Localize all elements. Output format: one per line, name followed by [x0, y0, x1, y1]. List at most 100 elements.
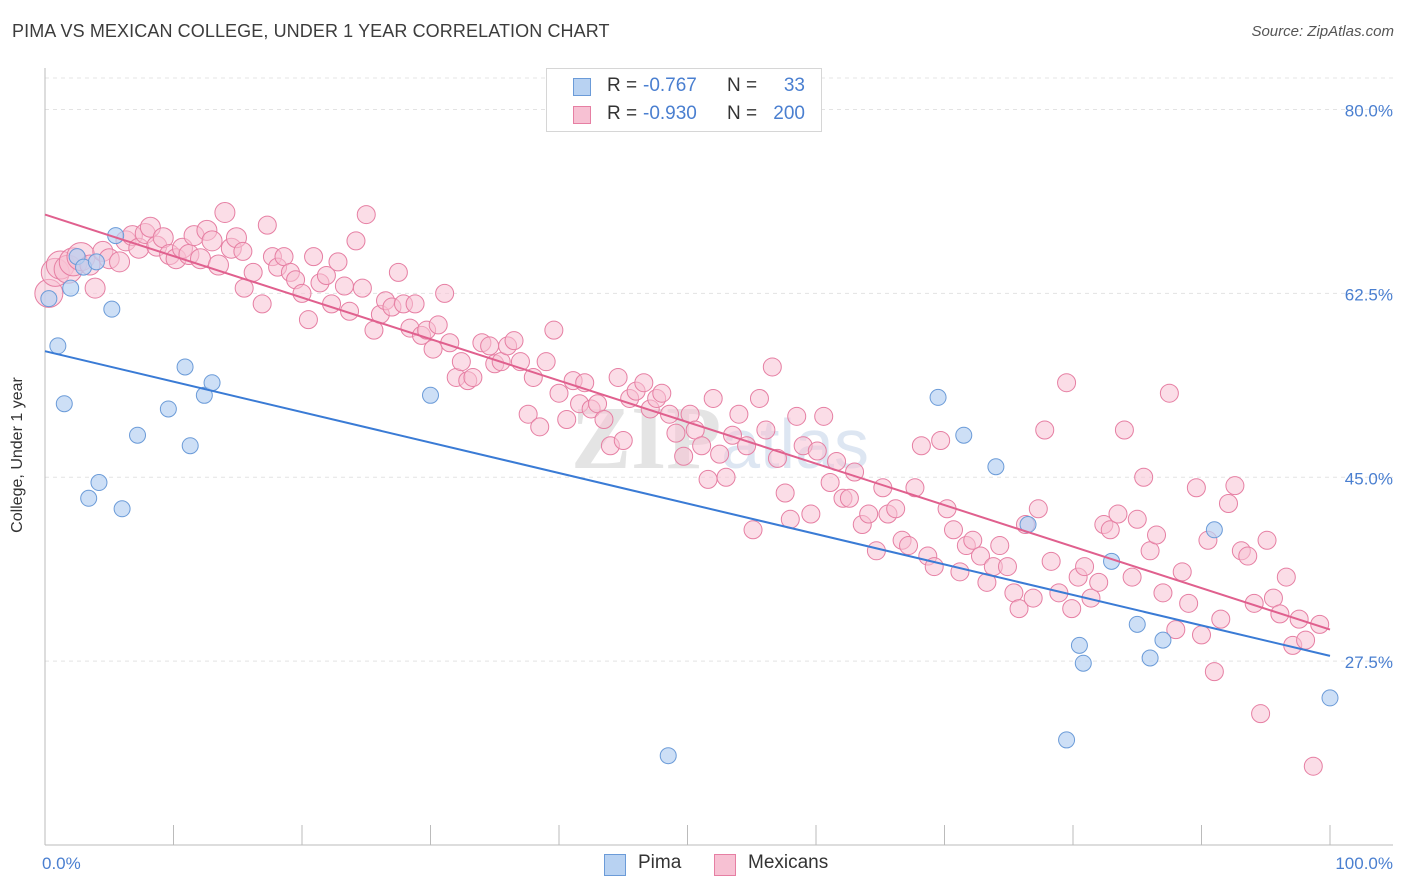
mexicans-point [801, 504, 821, 524]
mexicans-point [839, 488, 859, 508]
mexicans-point [1028, 499, 1048, 519]
mexicans-point [970, 546, 990, 566]
mexicans-point [722, 425, 742, 445]
mexicans-point [1075, 557, 1095, 577]
mexicans-point [924, 557, 944, 577]
mexicans-point [292, 283, 312, 303]
pima-legend-label: Pima [638, 852, 682, 873]
legend-row-mexicans: R = -0.930 N = 200 [547, 101, 821, 129]
mexicans-point [905, 478, 925, 498]
mexicans-point [943, 520, 963, 540]
pima-point [195, 386, 213, 404]
mexicans-point [1108, 504, 1128, 524]
pima-point [113, 500, 131, 518]
mexicans-point [1257, 530, 1277, 550]
mexicans-point [1009, 599, 1029, 619]
mexicans-point [388, 262, 408, 282]
mexicans-point [1114, 420, 1134, 440]
mexicans-point [304, 247, 324, 267]
mexicans-point [298, 310, 318, 330]
mexicans-point [1303, 756, 1323, 776]
pima-legend-swatch [604, 854, 626, 876]
mexicans-point [787, 406, 807, 426]
mexicans-n-label: N = [727, 103, 758, 124]
mexicans-point [1122, 567, 1142, 587]
stats-legend: R = -0.767 N = 33 R = -0.930 N = 200 [546, 68, 822, 132]
tick-labels: 27.5% 45.0% 62.5% 80.0% 0.0% 100.0% [42, 102, 1393, 873]
pima-point [203, 374, 221, 392]
mexicans-r-label: R = [607, 103, 638, 124]
mexicans-point [84, 277, 106, 299]
mexicans-point [257, 215, 277, 235]
mexicans-point [544, 320, 564, 340]
mexicans-point [911, 436, 931, 456]
mexicans-point [340, 301, 360, 321]
mexicans-point [807, 441, 827, 461]
mexicans-point [634, 373, 654, 393]
mexicans-point [990, 536, 1010, 556]
pima-point [62, 279, 80, 297]
pima-trend-line [44, 350, 1331, 657]
pima-point [181, 437, 199, 455]
mexicans-point [1192, 625, 1211, 645]
pima-point [1141, 649, 1159, 667]
mexicans-trend-line [44, 213, 1331, 631]
y-tick-label: 62.5% [1345, 285, 1393, 304]
mexicans-point [536, 352, 556, 372]
mexicans-point [674, 446, 694, 466]
mexicans-point [1089, 572, 1109, 592]
mexicans-point [316, 266, 336, 286]
mexicans-point [716, 467, 736, 487]
mexicans-point [1041, 551, 1061, 571]
mexicans-point [428, 315, 448, 335]
mexicans-point [1276, 567, 1296, 587]
axes [44, 68, 1393, 846]
mexicans-r-value: -0.930 [643, 103, 697, 124]
pima-point [87, 253, 105, 271]
mexicans-point [1127, 509, 1147, 529]
y-tick-label: 27.5% [1345, 653, 1393, 672]
mexicans-point [1244, 593, 1264, 613]
pima-point [1321, 689, 1339, 707]
pima-point [90, 474, 108, 492]
mexicans-point [1211, 609, 1231, 629]
mexicans-point [557, 409, 577, 429]
pima-point [49, 337, 67, 355]
pima-point [1205, 521, 1223, 539]
pima-point [422, 386, 439, 404]
mexicans-point [518, 404, 538, 424]
mexicans-point [613, 430, 633, 450]
mexicans-point [356, 205, 376, 225]
mexicans-point [1186, 478, 1206, 498]
y-tick-label: 45.0% [1345, 469, 1393, 488]
mexicans-point [749, 388, 769, 408]
mexicans-point [1225, 476, 1245, 496]
mexicans-point [1057, 373, 1077, 393]
pima-point [40, 290, 58, 308]
mexicans-point [1251, 704, 1271, 724]
mexicans-swatch [573, 106, 591, 124]
mexicans-point [820, 473, 840, 493]
pima-point [129, 426, 147, 444]
mexicans-point [899, 536, 919, 556]
source-label: Source: ZipAtlas.com [1251, 23, 1394, 40]
mexicans-point [214, 201, 236, 223]
pima-r-value: -0.767 [643, 75, 697, 96]
mexicans-point [743, 520, 763, 540]
mexicans-point [698, 469, 718, 489]
mexicans-point [252, 294, 272, 314]
mexicans-point [1179, 593, 1199, 613]
pima-n-value: 33 [783, 75, 805, 96]
mexicans-point [109, 251, 131, 273]
x-tick-label-min: 0.0% [42, 854, 81, 873]
mexicans-point [334, 276, 354, 296]
mexicans-legend-swatch [714, 854, 736, 876]
y-tick-label: 80.0% [1345, 102, 1393, 121]
mexicans-n-value: 200 [773, 103, 805, 124]
mexicans-point [1100, 520, 1120, 540]
pima-point [1074, 654, 1092, 672]
pima-points [40, 227, 1339, 765]
mexicans-point [666, 423, 686, 443]
mexicans-point [530, 417, 550, 437]
